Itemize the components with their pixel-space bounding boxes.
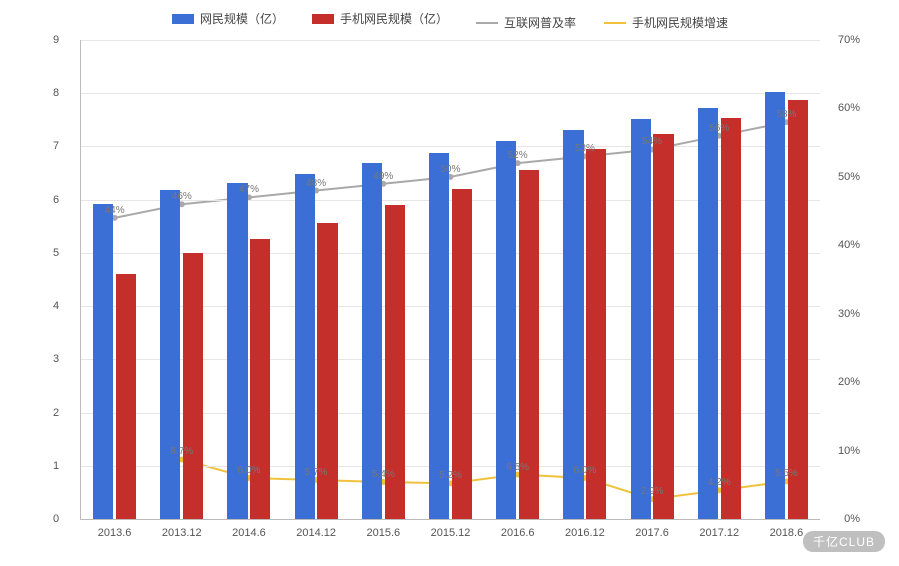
- point-label-penetration: 52%: [508, 150, 528, 161]
- y-left-tick: 8: [53, 87, 59, 99]
- point-label-penetration: 53%: [575, 143, 595, 154]
- plot-area: 01234567890%10%20%30%40%50%60%70%2013.62…: [80, 40, 820, 520]
- gridline: [81, 93, 820, 94]
- legend-label: 互联网普及率: [504, 14, 576, 31]
- bar-netizens: [563, 130, 583, 519]
- watermark: 千亿CLUB: [803, 531, 885, 552]
- chart-container: 网民规模（亿）手机网民规模（亿）互联网普及率手机网民规模增速 012345678…: [0, 0, 899, 566]
- point-label-penetration: 49%: [373, 170, 393, 181]
- point-label-mobile_growth: 8.7%: [170, 446, 193, 457]
- y-left-tick: 3: [53, 353, 59, 365]
- point-label-mobile_growth: 5.7%: [305, 467, 328, 478]
- bar-netizens: [160, 190, 180, 519]
- point-label-penetration: 50%: [440, 164, 460, 175]
- point-label-penetration: 58%: [776, 109, 796, 120]
- x-tick: 2014.12: [296, 527, 336, 539]
- legend-swatch: [604, 22, 626, 24]
- y-right-tick: 50%: [838, 171, 860, 183]
- gridline: [81, 40, 820, 41]
- bar-mobile_netizens: [653, 134, 673, 519]
- point-label-penetration: 47%: [239, 184, 259, 195]
- x-tick: 2017.6: [635, 527, 669, 539]
- bar-mobile_netizens: [116, 274, 136, 519]
- y-left-tick: 1: [53, 460, 59, 472]
- x-tick: 2013.12: [162, 527, 202, 539]
- y-left-tick: 0: [53, 513, 59, 525]
- y-left-tick: 6: [53, 194, 59, 206]
- y-right-tick: 70%: [838, 34, 860, 46]
- bar-mobile_netizens: [788, 100, 808, 519]
- legend-item: 手机网民规模（亿）: [312, 10, 448, 27]
- y-right-tick: 40%: [838, 239, 860, 251]
- bar-netizens: [631, 119, 651, 519]
- legend: 网民规模（亿） 手机网民规模（亿） 互联网普及率 手机网民规模增速: [30, 10, 870, 31]
- legend-swatch: [312, 14, 334, 24]
- point-label-penetration: 48%: [306, 177, 326, 188]
- chart: 网民规模（亿）手机网民规模（亿）互联网普及率手机网民规模增速 012345678…: [30, 10, 870, 550]
- y-right-tick: 60%: [838, 102, 860, 114]
- bar-mobile_netizens: [586, 149, 606, 519]
- bar-mobile_netizens: [250, 239, 270, 519]
- y-right-tick: 10%: [838, 445, 860, 457]
- point-label-mobile_growth: 2.9%: [641, 486, 664, 497]
- point-label-mobile_growth: 5.4%: [372, 469, 395, 480]
- bar-netizens: [765, 92, 785, 519]
- y-left-tick: 2: [53, 407, 59, 419]
- bar-netizens: [429, 153, 449, 519]
- legend-swatch: [172, 14, 194, 24]
- point-label-penetration: 56%: [709, 123, 729, 134]
- y-right-tick: 30%: [838, 308, 860, 320]
- bar-mobile_netizens: [721, 118, 741, 519]
- point-label-mobile_growth: 6.0%: [238, 465, 261, 476]
- bar-netizens: [93, 204, 113, 519]
- x-tick: 2018.6: [770, 527, 804, 539]
- bar-netizens: [362, 163, 382, 519]
- y-left-tick: 9: [53, 34, 59, 46]
- point-label-penetration: 44%: [105, 205, 125, 216]
- legend-label: 手机网民规模（亿）: [340, 10, 448, 27]
- y-right-tick: 20%: [838, 376, 860, 388]
- bar-netizens: [698, 108, 718, 519]
- x-tick: 2013.6: [98, 527, 132, 539]
- x-tick: 2016.6: [501, 527, 535, 539]
- y-left-tick: 5: [53, 247, 59, 259]
- y-left-tick: 4: [53, 300, 59, 312]
- point-label-mobile_growth: 4.2%: [708, 477, 731, 488]
- point-label-mobile_growth: 5.2%: [439, 470, 462, 481]
- x-tick: 2016.12: [565, 527, 605, 539]
- y-right-tick: 0%: [844, 513, 860, 525]
- y-left-tick: 7: [53, 140, 59, 152]
- point-label-penetration: 54%: [642, 136, 662, 147]
- point-label-mobile_growth: 6.5%: [506, 461, 529, 472]
- legend-item: 手机网民规模增速: [604, 14, 728, 31]
- bar-mobile_netizens: [183, 253, 203, 519]
- point-label-penetration: 46%: [172, 191, 192, 202]
- x-tick: 2015.6: [366, 527, 400, 539]
- legend-label: 手机网民规模增速: [632, 14, 728, 31]
- point-label-mobile_growth: 5.5%: [775, 468, 798, 479]
- legend-item: 互联网普及率: [476, 14, 576, 31]
- x-tick: 2017.12: [699, 527, 739, 539]
- point-label-mobile_growth: 6.0%: [573, 465, 596, 476]
- legend-item: 网民规模（亿）: [172, 10, 284, 27]
- legend-swatch: [476, 22, 498, 24]
- x-tick: 2015.12: [431, 527, 471, 539]
- x-tick: 2014.6: [232, 527, 266, 539]
- legend-label: 网民规模（亿）: [200, 10, 284, 27]
